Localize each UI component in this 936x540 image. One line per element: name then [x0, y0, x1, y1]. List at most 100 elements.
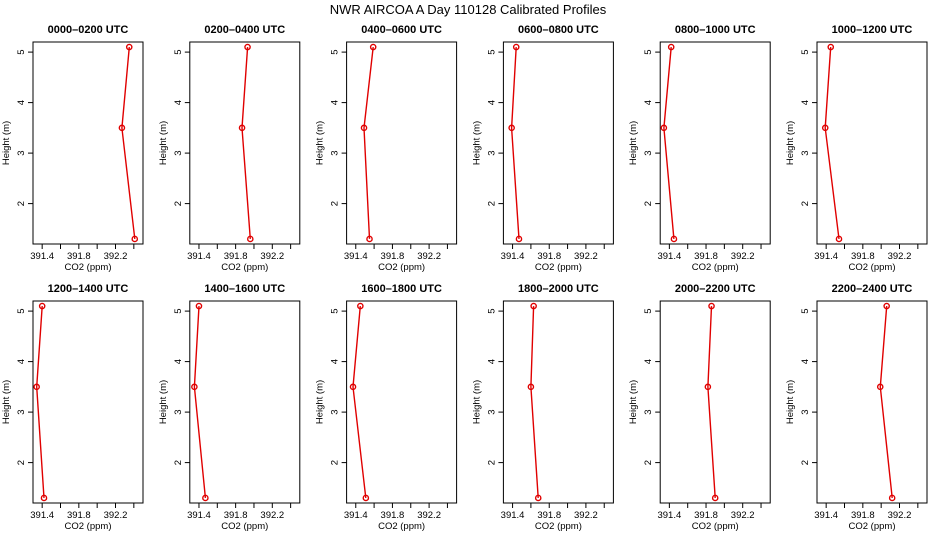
plot-frame [659, 41, 771, 245]
y-axis-label: Height (m) [1, 121, 12, 165]
panel-title: 0200–0400 UTC [204, 24, 285, 36]
y-tick-label: 2 [800, 460, 811, 465]
profile-point [827, 43, 835, 51]
x-tick-label: 392.2 [104, 510, 128, 521]
profile-line [824, 47, 840, 239]
profile-point [40, 494, 48, 502]
y-tick-label: 5 [486, 308, 497, 313]
y-axis-label: Height (m) [628, 121, 639, 165]
x-tick-label: 391.8 [381, 251, 405, 262]
y-axis-label: Height (m) [785, 121, 796, 165]
panel-title: 1600–1800 UTC [361, 283, 442, 295]
y-tick-label: 4 [643, 359, 654, 364]
x-axis-label: CO2 (ppm) [221, 262, 268, 273]
x-axis-label: CO2 (ppm) [849, 262, 896, 273]
x-axis-label: CO2 (ppm) [535, 262, 582, 273]
profile-line [121, 47, 136, 239]
y-tick-label: 5 [800, 308, 811, 313]
profile-point [202, 494, 209, 502]
x-tick-label: 391.4 [814, 510, 838, 521]
x-tick-label: 391.8 [224, 251, 248, 262]
x-tick-label: 391.4 [344, 510, 368, 521]
profile-point [670, 235, 678, 243]
profile-line [193, 306, 207, 498]
x-tick-label: 391.8 [224, 510, 248, 521]
profile-point [527, 383, 535, 391]
panel-title: 0400–0600 UTC [361, 24, 442, 36]
plot-frame [816, 41, 928, 245]
y-axis-label: Height (m) [785, 380, 796, 424]
y-tick-label: 4 [800, 359, 811, 364]
x-tick-label: 392.2 [888, 510, 912, 521]
y-tick-label: 4 [173, 359, 184, 364]
profile-line [707, 306, 716, 498]
y-tick-label: 2 [643, 460, 654, 465]
y-axis-label: Height (m) [315, 380, 326, 424]
x-tick-label: 391.4 [30, 510, 54, 521]
x-tick-label: 391.8 [381, 510, 405, 521]
profile-point [118, 124, 126, 132]
x-axis-label: CO2 (ppm) [378, 262, 425, 273]
y-tick-label: 5 [643, 49, 654, 54]
profile-line [363, 47, 374, 239]
profile-point [195, 302, 203, 310]
panel-title: 1400–1600 UTC [204, 283, 285, 295]
plot-frame [502, 41, 614, 245]
y-tick-label: 4 [486, 359, 497, 364]
y-tick-label: 3 [800, 409, 811, 414]
x-tick-label: 391.4 [30, 251, 54, 262]
x-tick-label: 391.4 [657, 510, 681, 521]
y-tick-label: 3 [643, 409, 654, 414]
profile-point [711, 494, 719, 502]
profile-point [835, 235, 843, 243]
plot-frame [659, 300, 771, 504]
profile-point [131, 235, 139, 243]
x-tick-label: 392.2 [260, 510, 284, 521]
profile-point [33, 383, 40, 391]
y-axis-label: Height (m) [471, 121, 482, 165]
y-tick-label: 2 [16, 460, 27, 465]
panel-title: 0600–0800 UTC [518, 24, 599, 36]
y-tick-label: 3 [486, 409, 497, 414]
y-tick-label: 2 [173, 460, 184, 465]
plot-frame [346, 300, 458, 504]
x-tick-label: 392.2 [888, 251, 912, 262]
plot-frame [816, 300, 928, 504]
y-axis-label: Height (m) [158, 121, 169, 165]
x-tick-label: 391.8 [537, 510, 561, 521]
y-tick-label: 5 [643, 308, 654, 313]
profile-point [704, 383, 712, 391]
panel-title: 1200–1400 UTC [48, 283, 129, 295]
y-tick-label: 2 [643, 201, 654, 206]
profile-point [660, 124, 668, 132]
y-tick-label: 5 [173, 308, 184, 313]
x-axis-label: CO2 (ppm) [378, 521, 425, 532]
y-tick-label: 4 [800, 100, 811, 105]
x-tick-label: 391.4 [187, 251, 211, 262]
profile-point [246, 235, 254, 243]
y-tick-label: 5 [173, 49, 184, 54]
x-axis-label: CO2 (ppm) [221, 521, 268, 532]
profile-line [35, 306, 45, 498]
profile-point [821, 124, 829, 132]
x-tick-label: 391.8 [67, 251, 91, 262]
plot-frame [32, 41, 144, 245]
profile-point [244, 43, 251, 51]
x-axis-label: CO2 (ppm) [692, 521, 739, 532]
y-axis-label: Height (m) [628, 380, 639, 424]
y-tick-label: 5 [330, 308, 341, 313]
x-tick-label: 392.2 [104, 251, 128, 262]
x-tick-label: 391.8 [851, 510, 875, 521]
y-tick-label: 4 [330, 359, 341, 364]
y-axis-label: Height (m) [471, 380, 482, 424]
y-tick-label: 3 [173, 150, 184, 155]
